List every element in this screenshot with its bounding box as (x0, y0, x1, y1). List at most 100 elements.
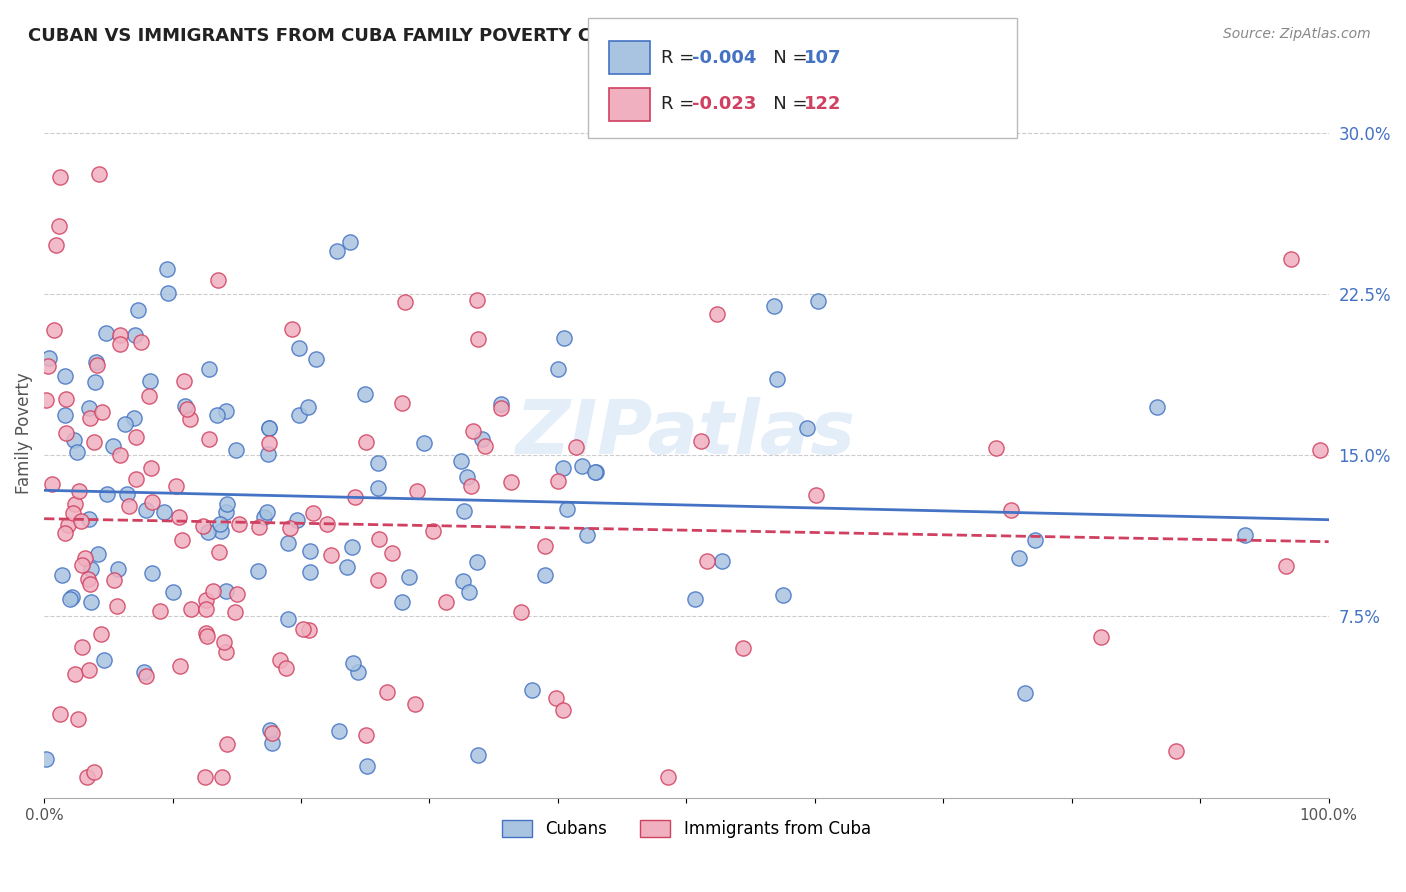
Point (710, 554, 733, 568)
Point (256, 506, 278, 520)
Point (198, 432, 221, 446)
Point (1234, 528, 1257, 542)
Point (398, 570, 420, 584)
Point (127, 302, 149, 317)
Point (38, 351, 60, 365)
Point (450, 454, 472, 468)
Point (1090, 631, 1112, 645)
Point (197, 524, 219, 539)
Text: 122: 122 (804, 95, 842, 113)
Point (356, 759, 378, 773)
Point (534, 567, 557, 582)
Point (683, 592, 706, 607)
Point (354, 386, 377, 401)
Point (224, 606, 246, 620)
Point (132, 665, 155, 679)
Point (66, 712, 89, 726)
Point (367, 573, 389, 587)
Point (474, 439, 496, 453)
Point (257, 447, 280, 461)
Point (555, 502, 578, 516)
Point (465, 555, 488, 569)
Point (489, 401, 512, 416)
Text: ZIPatlas: ZIPatlas (516, 397, 856, 470)
Point (689, 434, 711, 449)
Point (288, 341, 311, 355)
Point (319, 549, 342, 563)
Point (108, 328, 131, 343)
Point (731, 640, 754, 655)
Point (434, 595, 457, 609)
Point (86, 359, 108, 373)
Point (247, 564, 270, 578)
Point (257, 436, 280, 450)
Point (53, 409, 76, 423)
Point (87, 167, 110, 181)
Point (42, 323, 65, 337)
Point (215, 645, 238, 659)
Point (83, 434, 105, 449)
Point (214, 584, 236, 599)
Text: -0.004: -0.004 (692, 49, 756, 67)
Point (460, 479, 482, 493)
Point (391, 595, 413, 609)
Point (367, 456, 389, 470)
Point (195, 602, 218, 616)
Point (114, 417, 136, 431)
Point (56, 518, 79, 533)
Point (65, 497, 87, 511)
Point (195, 625, 218, 640)
Point (91, 405, 114, 419)
Point (53, 369, 76, 384)
Point (83, 764, 105, 779)
Point (55, 392, 77, 406)
Point (77, 572, 100, 586)
Point (315, 516, 337, 531)
Point (96, 487, 118, 501)
Point (544, 690, 567, 705)
Point (105, 599, 128, 613)
Point (453, 574, 475, 589)
Point (125, 472, 148, 486)
Point (565, 440, 588, 454)
Point (173, 399, 195, 413)
Point (1279, 252, 1302, 267)
Point (1024, 533, 1046, 547)
Point (165, 478, 187, 492)
Point (55, 425, 77, 440)
Point (180, 602, 202, 616)
Point (35, 392, 58, 407)
Point (328, 723, 350, 738)
Point (108, 449, 131, 463)
Point (103, 574, 125, 588)
Text: R =: R = (661, 95, 700, 113)
Point (141, 566, 163, 581)
Point (339, 235, 361, 249)
Point (501, 475, 523, 490)
Text: CUBAN VS IMMIGRANTS FROM CUBA FAMILY POVERTY CORRELATION CHART: CUBAN VS IMMIGRANTS FROM CUBA FAMILY POV… (28, 27, 793, 45)
Point (77, 663, 100, 677)
Point (208, 545, 231, 559)
Point (288, 408, 311, 422)
Point (281, 322, 304, 336)
Point (125, 430, 148, 444)
Point (269, 652, 291, 666)
Point (763, 299, 786, 313)
Point (253, 510, 276, 524)
Point (1008, 550, 1031, 565)
Point (1274, 559, 1296, 574)
Point (129, 334, 152, 349)
Point (343, 490, 366, 504)
Point (149, 604, 172, 618)
Point (277, 536, 299, 550)
Point (356, 728, 378, 742)
Point (571, 458, 593, 473)
Point (509, 605, 531, 619)
Point (377, 685, 399, 699)
Point (1309, 442, 1331, 457)
Point (214, 505, 236, 519)
Point (471, 432, 494, 446)
Point (340, 541, 363, 555)
Point (94, 326, 117, 340)
Point (260, 726, 283, 740)
